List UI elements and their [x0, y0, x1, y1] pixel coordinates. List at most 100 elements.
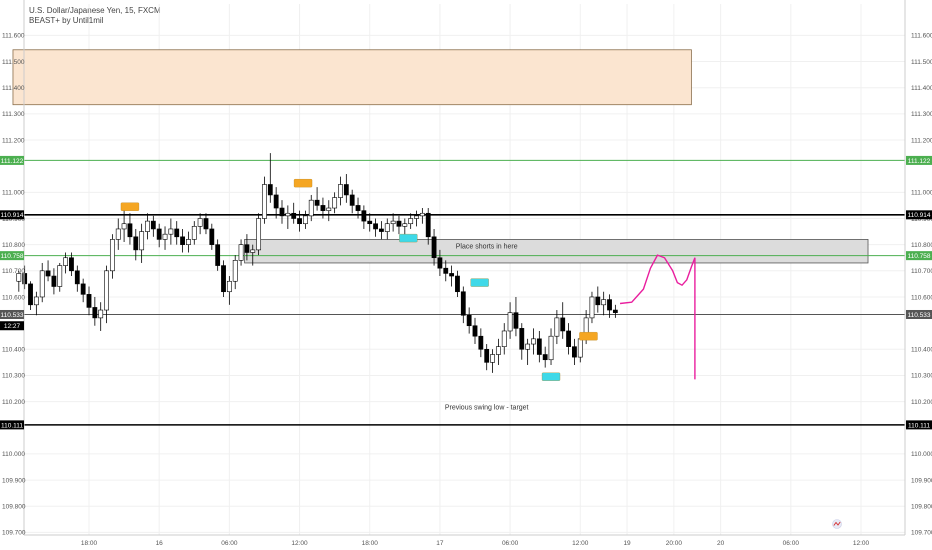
candle	[367, 213, 373, 232]
candle-body	[127, 223, 133, 238]
level-tag-left: 111.122	[0, 155, 24, 165]
candle	[156, 223, 162, 248]
candle	[74, 265, 80, 292]
candle	[203, 213, 209, 235]
x-tick-label: 06:00	[783, 540, 800, 547]
candle	[109, 234, 115, 279]
candle	[495, 338, 501, 365]
signal-badge: SELL	[293, 179, 313, 188]
level-tag-box	[906, 309, 932, 319]
level-tag-box	[906, 420, 932, 430]
candle-body	[291, 212, 297, 219]
level-tag-text: 110.533	[0, 312, 23, 319]
candle-body	[45, 270, 51, 277]
level-tag-text: 110.111	[908, 422, 930, 429]
x-tick-label: 06:00	[221, 540, 238, 547]
candle	[238, 239, 244, 266]
level-tag-box	[0, 420, 24, 430]
candle	[279, 200, 285, 224]
y-tick-label-left: 111.400	[2, 85, 25, 92]
level-tag-box	[906, 251, 932, 261]
candle	[16, 270, 22, 292]
candle	[589, 291, 595, 324]
candle	[449, 265, 455, 287]
candle	[250, 244, 256, 266]
x-tick-label: 20:00	[666, 540, 683, 547]
candle-body	[244, 244, 250, 253]
candle-body	[63, 257, 69, 266]
y-tick-label-right: 110.700	[911, 268, 932, 275]
candle-body	[548, 335, 554, 361]
candle-body	[560, 317, 566, 332]
candle	[215, 239, 221, 271]
candle	[560, 302, 566, 339]
candle-body	[326, 207, 332, 211]
candle-body	[139, 231, 145, 251]
candle-body	[98, 309, 104, 319]
candle-body	[490, 354, 495, 363]
candle-body	[460, 291, 466, 316]
x-tick-label: 20	[717, 540, 725, 547]
candle-body	[168, 228, 174, 235]
y-tick-label-right: 110.400	[911, 347, 932, 354]
candle	[519, 323, 525, 360]
candle-body	[320, 205, 326, 211]
x-tick-label: 18:00	[81, 540, 98, 547]
signal-badge-text: BUY	[401, 236, 415, 243]
candle-body	[338, 184, 343, 198]
y-tick-label-left: 110.700	[2, 268, 25, 275]
candle-body	[162, 233, 168, 240]
candle	[28, 281, 33, 311]
candle	[150, 215, 156, 237]
candle-body	[39, 270, 45, 298]
candle	[437, 249, 443, 277]
candle-body	[542, 354, 548, 361]
candle-body	[536, 338, 542, 355]
candle-body	[57, 265, 63, 287]
candle-body	[507, 312, 513, 332]
candle-body	[531, 338, 536, 345]
short-entry-zone	[244, 239, 869, 264]
level-tag-box	[0, 251, 24, 261]
candle	[63, 252, 69, 274]
price-time-tag-text: 12:27	[4, 323, 21, 330]
signal-badge-box	[120, 202, 140, 211]
y-tick-label-left: 110.600	[2, 294, 25, 301]
level-tag-text: 111.122	[1, 158, 24, 165]
signal-badge: BUY	[541, 372, 561, 381]
candle	[507, 302, 513, 339]
level-lines	[24, 159, 905, 426]
candle-body	[121, 223, 127, 230]
candle	[80, 278, 86, 303]
candle	[531, 328, 536, 355]
y-tick-label-right: 110.300	[911, 373, 932, 380]
candle-body	[408, 218, 414, 225]
level-tag-left: 110.111	[0, 420, 24, 430]
level-tag-box	[0, 155, 24, 165]
candle-body	[595, 296, 601, 306]
candle	[554, 310, 560, 345]
annotation-text: Previous swing low - target	[445, 404, 529, 411]
candle	[548, 328, 554, 365]
candle	[180, 228, 185, 253]
candle-body	[104, 270, 109, 311]
candle-body	[33, 296, 39, 306]
candle	[86, 286, 92, 316]
candle	[285, 205, 291, 229]
candle-body	[238, 244, 244, 261]
candle	[139, 223, 145, 263]
candle	[414, 210, 419, 227]
candle	[601, 291, 607, 316]
x-tick-label: 17	[436, 540, 444, 547]
candle	[174, 221, 180, 245]
candle-body	[285, 212, 291, 217]
candle	[343, 174, 349, 203]
level-tag-text: 110.758	[0, 253, 23, 260]
signal-badge-box	[399, 233, 418, 243]
y-tick-label-left: 111.200	[2, 137, 25, 144]
candle	[466, 307, 472, 334]
candle-body	[343, 184, 349, 196]
candle-body	[437, 257, 443, 269]
